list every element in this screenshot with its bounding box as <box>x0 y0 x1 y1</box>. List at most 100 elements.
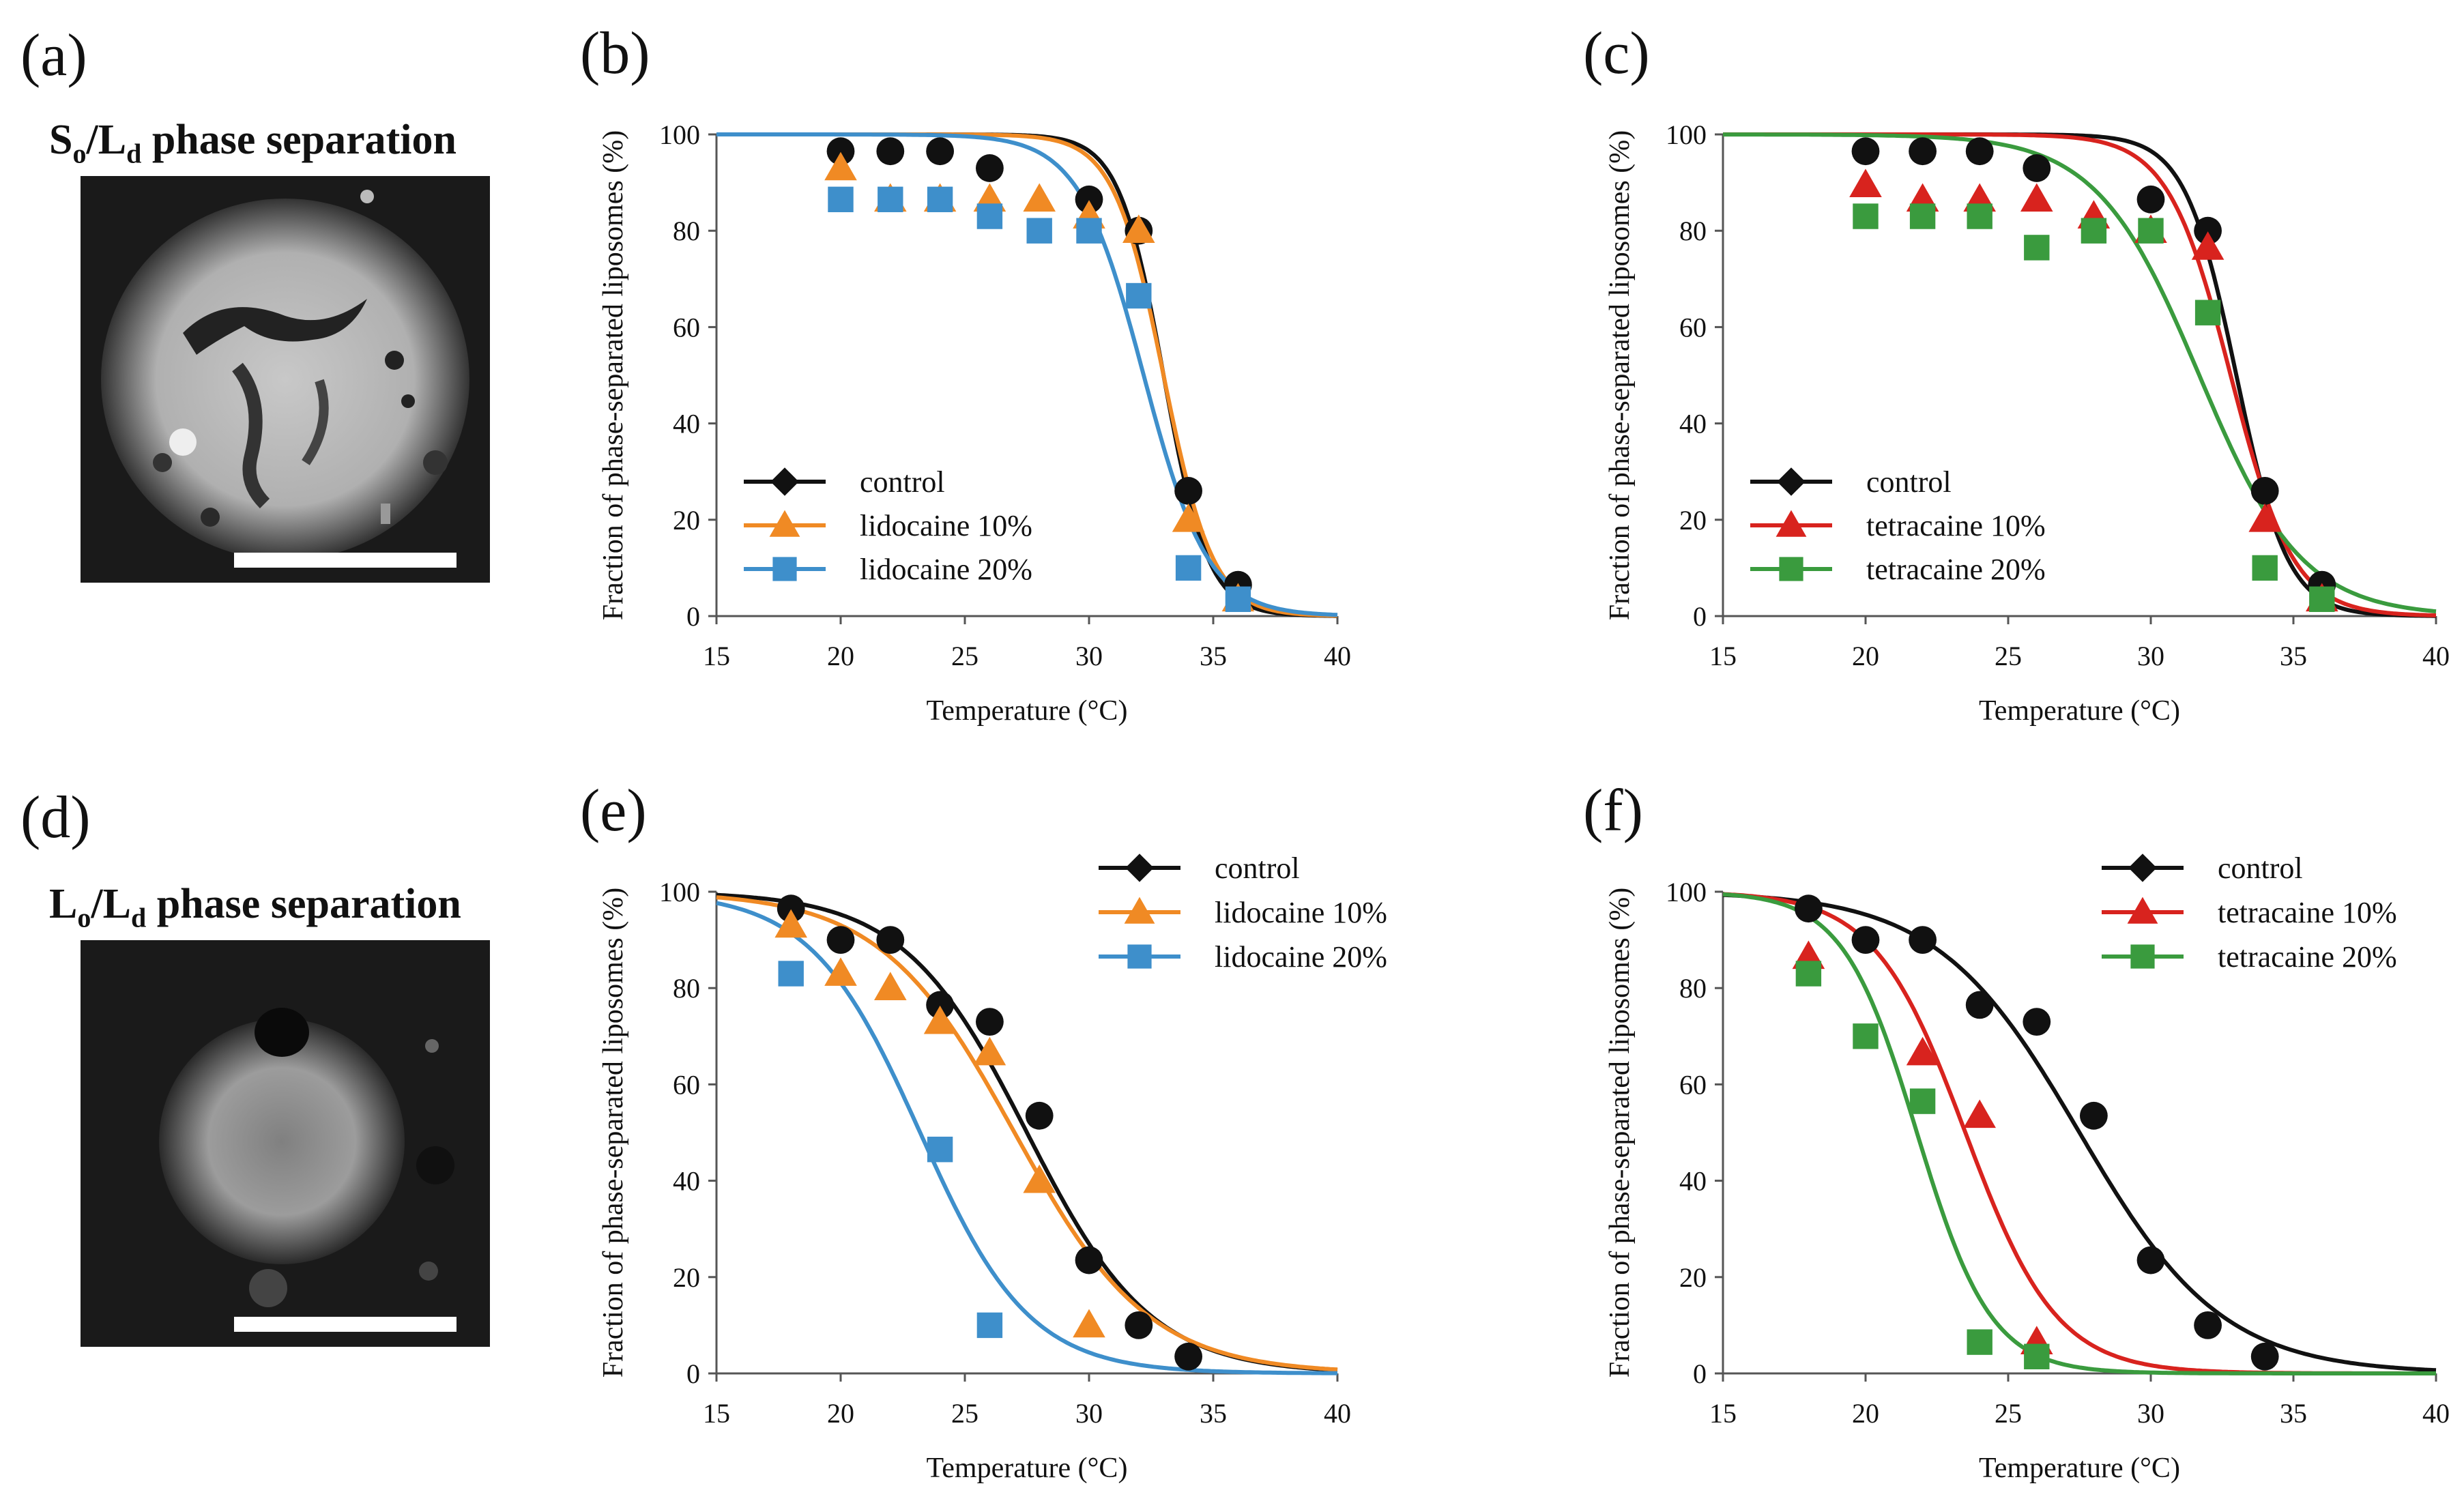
panel-a-letter: (a) <box>20 23 87 89</box>
data-point-lidocaine-20- <box>1175 555 1202 581</box>
data-point-control <box>826 926 855 954</box>
legend-marker-tetracaine-20- <box>2130 944 2155 969</box>
chart-b: (b) 0 20 40 60 80 100 15 20 25 30 35 40 Temperature (… <box>580 20 1351 727</box>
data-point-tetracaine-20- <box>1967 203 1992 229</box>
scale-bar <box>234 1317 456 1332</box>
y-tick-label: 80 <box>1679 216 1707 246</box>
legend-label-lidocaine-20-: lidocaine 20% <box>860 553 1032 586</box>
data-point-control <box>926 137 954 166</box>
y-axis-label: Fraction of phase-separated liposomes (%… <box>598 130 629 620</box>
data-point-tetracaine-20- <box>1967 1329 1992 1355</box>
scale-bar <box>234 553 456 568</box>
y-tick-label: 0 <box>1693 1358 1707 1389</box>
x-tick-label: 35 <box>1200 641 1227 671</box>
data-point-control <box>1795 894 1823 923</box>
data-point-lidocaine-10- <box>973 1036 1006 1066</box>
data-point-control <box>2136 185 2165 214</box>
y-tick-label: 20 <box>1679 505 1707 536</box>
x-axis-label: Temperature (°C) <box>1979 1453 2180 1484</box>
data-point-control <box>1174 477 1202 505</box>
y-tick-label: 40 <box>673 1166 700 1197</box>
data-point-control <box>1965 137 1994 166</box>
legend-marker-tetracaine-10- <box>1775 510 1807 537</box>
legend-label-control: control <box>1866 465 1952 499</box>
y-tick-label: 60 <box>1679 312 1707 343</box>
legend-label-tetracaine-10-: tetracaine 10% <box>1866 509 2046 542</box>
x-tick-label: 35 <box>2280 641 2307 671</box>
data-point-tetracaine-20- <box>1909 1088 1936 1114</box>
y-tick-label: 60 <box>673 1069 700 1100</box>
data-point-tetracaine-20- <box>1795 961 1822 987</box>
y-axis-label: Fraction of phase-separated liposomes (%… <box>1604 888 1636 1378</box>
panel-letter: (c) <box>1583 20 1650 87</box>
data-point-tetracaine-10- <box>1963 1099 1996 1128</box>
x-tick-label: 15 <box>703 641 730 671</box>
data-point-control <box>1909 137 1937 166</box>
data-point-tetracaine-20- <box>2138 218 2164 244</box>
x-tick-label: 15 <box>703 1398 730 1429</box>
data-point-control <box>826 137 855 166</box>
data-point-tetracaine-20- <box>2081 218 2107 244</box>
fit-curve-lidocaine-10- <box>716 895 1338 1372</box>
y-tick-label: 40 <box>1679 1166 1707 1197</box>
data-point-lidocaine-10- <box>824 957 857 986</box>
data-point-tetracaine-10- <box>2248 504 2281 532</box>
fit-curve-control <box>1723 132 2436 618</box>
x-tick-label: 25 <box>951 1398 979 1429</box>
y-tick-label: 20 <box>673 1262 700 1293</box>
data-point-lidocaine-10- <box>824 151 857 181</box>
data-point-lidocaine-20- <box>976 1312 1003 1339</box>
data-point-lidocaine-20- <box>927 186 953 213</box>
legend-label-lidocaine-20-: lidocaine 20% <box>1215 940 1387 974</box>
x-tick-label: 25 <box>1995 641 2022 671</box>
data-point-tetracaine-20- <box>2252 555 2278 581</box>
y-tick-label: 100 <box>1666 119 1707 150</box>
x-tick-label: 25 <box>1995 1398 2022 1429</box>
data-point-control <box>1965 991 1994 1019</box>
data-point-control <box>777 894 805 923</box>
y-tick-label: 60 <box>1679 1069 1707 1100</box>
data-point-control <box>2023 154 2051 182</box>
legend-label-tetracaine-20-: tetracaine 20% <box>1866 553 2046 586</box>
data-point-control <box>2023 1008 2051 1036</box>
y-tick-label: 100 <box>659 877 700 907</box>
data-point-tetracaine-10- <box>2020 183 2053 212</box>
data-point-lidocaine-10- <box>1172 504 1205 532</box>
data-point-lidocaine-10- <box>923 1005 957 1034</box>
legend-label-lidocaine-10-: lidocaine 10% <box>860 509 1032 542</box>
legend-label-control: control <box>1215 851 1300 885</box>
data-point-lidocaine-10- <box>1023 183 1056 212</box>
data-point-tetracaine-20- <box>1853 1023 1879 1049</box>
data-point-lidocaine-10- <box>874 972 907 1001</box>
y-tick-label: 100 <box>1666 877 1707 907</box>
chart-e: (e) 0 20 40 60 80 100 15 20 25 30 35 40 Temperature (… <box>580 778 1387 1484</box>
y-tick-label: 20 <box>673 505 700 536</box>
x-tick-label: 35 <box>2280 1398 2307 1429</box>
y-axis-label: Fraction of phase-separated liposomes (%… <box>1604 130 1636 620</box>
y-tick-label: 40 <box>673 409 700 439</box>
legend-marker-lidocaine-20- <box>1127 944 1152 969</box>
data-point-control <box>2136 1246 2165 1274</box>
data-point-control <box>976 154 1004 182</box>
data-point-control <box>876 926 905 954</box>
data-point-control <box>1075 185 1103 214</box>
legend-label-control: control <box>2218 851 2303 885</box>
legend-marker-control <box>1777 467 1806 496</box>
data-point-control <box>1851 926 1880 954</box>
data-point-control <box>2250 1342 2279 1371</box>
data-point-control <box>1174 1342 1202 1371</box>
legend-marker-lidocaine-10- <box>1124 897 1155 924</box>
x-tick-label: 40 <box>1324 641 1351 671</box>
data-point-lidocaine-20- <box>828 186 854 213</box>
panel-letter: (f) <box>1583 778 1643 844</box>
x-tick-label: 15 <box>1709 641 1737 671</box>
legend-marker-control <box>770 467 799 496</box>
data-point-control <box>2194 216 2222 245</box>
data-point-tetracaine-20- <box>1909 203 1936 229</box>
x-tick-label: 20 <box>827 641 854 671</box>
x-tick-label: 40 <box>2422 641 2450 671</box>
data-point-control <box>1125 1311 1153 1339</box>
data-point-lidocaine-20- <box>927 1137 953 1163</box>
data-point-control <box>926 991 954 1019</box>
x-tick-label: 20 <box>1852 641 1879 671</box>
